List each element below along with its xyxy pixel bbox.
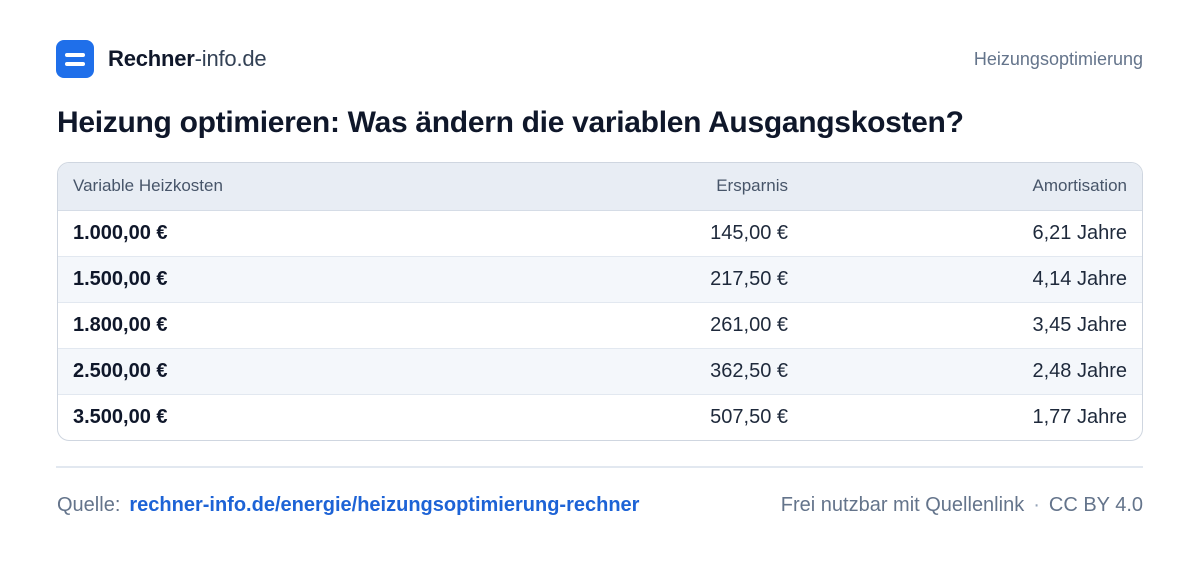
license-info: Frei nutzbar mit Quellenlink · CC BY 4.0 bbox=[781, 494, 1143, 517]
usage-note: Frei nutzbar mit Quellenlink bbox=[780, 493, 1025, 516]
cell-heizkosten: 2.500,00 € bbox=[58, 348, 558, 395]
cell-heizkosten: 1.500,00 € bbox=[58, 256, 558, 303]
brand[interactable]: Rechner-info.de bbox=[56, 40, 267, 78]
table-row: 1.500,00 € 217,50 € 4,14 Jahre bbox=[58, 256, 1142, 303]
cell-ersparnis: 507,50 € bbox=[710, 405, 788, 428]
cell-amortisation: 3,45 Jahre bbox=[803, 302, 1142, 349]
logo-icon bbox=[56, 40, 94, 78]
cell-heizkosten: 3.500,00 € bbox=[73, 405, 168, 428]
table-row: 3.500,00 € 507,50 € 1,77 Jahre bbox=[58, 394, 1142, 440]
column-header-ersparnis: Ersparnis bbox=[558, 163, 803, 211]
table-row: 1.000,00 € 145,00 € 6,21 Jahre bbox=[58, 210, 1142, 257]
footer-divider bbox=[56, 466, 1143, 468]
section-label: Heizungsoptimierung bbox=[973, 48, 1143, 69]
cell-ersparnis: 261,00 € bbox=[558, 302, 803, 349]
results-table: Variable Heizkosten Ersparnis Amortisati… bbox=[57, 162, 1143, 441]
cell-ersparnis: 217,50 € bbox=[558, 256, 803, 303]
column-header-amortisation: Amortisation bbox=[803, 163, 1142, 211]
cell-amortisation: 2,48 Jahre bbox=[803, 348, 1142, 395]
cell-amortisation: 1,77 Jahre bbox=[1032, 405, 1127, 428]
page-title: Heizung optimieren: Was ändern die varia… bbox=[57, 106, 964, 139]
separator-dot: · bbox=[1033, 493, 1040, 516]
source-link[interactable]: rechner-info.de/energie/heizungsoptimier… bbox=[129, 493, 640, 516]
source-label: Quelle: bbox=[57, 493, 121, 516]
brand-name: Rechner-info.de bbox=[108, 46, 267, 72]
cell-ersparnis: 145,00 € bbox=[558, 210, 803, 257]
license-label: CC BY 4.0 bbox=[1048, 493, 1143, 516]
source: Quelle: rechner-info.de/energie/heizungs… bbox=[57, 494, 639, 517]
header: Rechner-info.de Heizungsoptimierung bbox=[56, 40, 1143, 78]
brand-name-bold: Rechner bbox=[108, 46, 195, 71]
column-header-heizkosten: Variable Heizkosten bbox=[58, 163, 558, 211]
cell-amortisation: 4,14 Jahre bbox=[803, 256, 1142, 303]
footer: Quelle: rechner-info.de/energie/heizungs… bbox=[57, 490, 1143, 520]
cell-ersparnis: 362,50 € bbox=[558, 348, 803, 395]
table-row: 2.500,00 € 362,50 € 2,48 Jahre bbox=[58, 348, 1142, 395]
table-header-row: Variable Heizkosten Ersparnis Amortisati… bbox=[58, 163, 1142, 211]
cell-amortisation: 6,21 Jahre bbox=[803, 210, 1142, 257]
cell-heizkosten: 1.000,00 € bbox=[58, 210, 558, 257]
brand-name-light: -info.de bbox=[194, 46, 267, 71]
cell-heizkosten: 1.800,00 € bbox=[58, 302, 558, 349]
table-row: 1.800,00 € 261,00 € 3,45 Jahre bbox=[58, 302, 1142, 349]
